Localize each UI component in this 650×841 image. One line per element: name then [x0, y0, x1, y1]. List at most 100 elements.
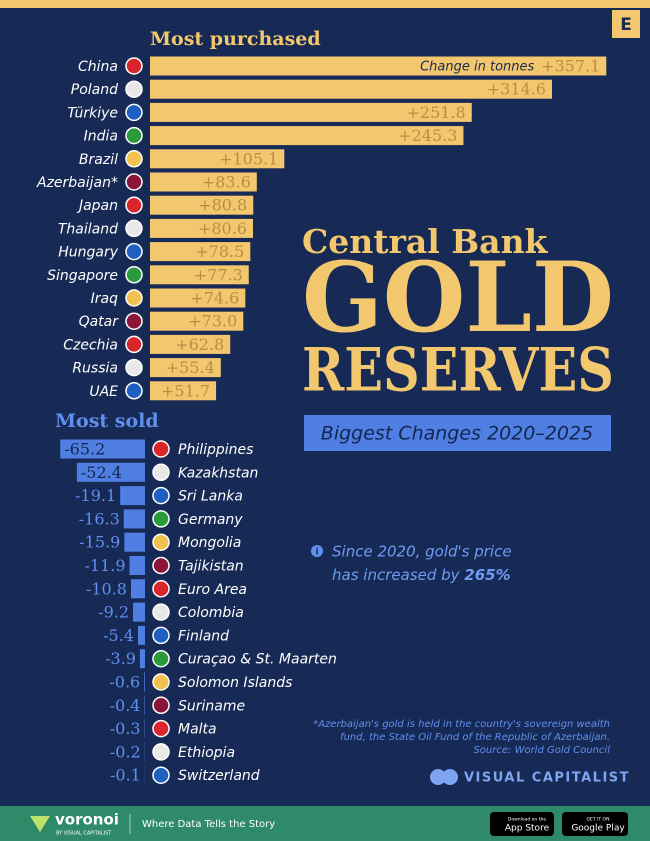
bar: [150, 149, 285, 169]
category-label: Ethiopia: [178, 745, 235, 761]
value-label: -5.4: [103, 626, 134, 645]
bar: [60, 439, 145, 459]
value-label: +245.3: [398, 126, 457, 145]
value-label: +74.6: [190, 289, 239, 308]
google-play-button[interactable]: [562, 812, 628, 836]
app-store: App Store: [505, 824, 550, 834]
footnote: *Azerbaijan's gold is held in the countr…: [313, 719, 610, 730]
value-label: +80.8: [198, 196, 247, 215]
value-label: +251.8: [407, 103, 466, 122]
app-store-button[interactable]: [490, 812, 554, 836]
brand-logo: [430, 769, 458, 785]
flag: [152, 510, 170, 528]
bar: [137, 625, 145, 645]
flag: [125, 312, 143, 330]
flag: [152, 603, 170, 621]
brand: VISUAL CAPITALIST: [464, 771, 630, 786]
footnote: fund, the State Oil Fund of the Republic…: [340, 732, 610, 743]
bar: [150, 242, 251, 262]
bar: [150, 126, 464, 146]
subtitle-box: [304, 415, 611, 451]
flag: [125, 289, 143, 307]
bar: [129, 556, 145, 575]
flag: [152, 649, 170, 668]
flag: [152, 580, 170, 598]
bar: [150, 311, 244, 331]
flag: [152, 463, 170, 482]
top-strip: [0, 0, 650, 8]
value-label: -0.2: [110, 742, 141, 761]
category-label: Solomon Islands: [178, 675, 292, 691]
bar: [133, 602, 145, 622]
value-label: +73.0: [188, 312, 237, 331]
bar: [120, 486, 145, 506]
value-label: +77.3: [194, 265, 243, 284]
flag: [152, 743, 170, 761]
category-label: Tajikistan: [178, 559, 244, 575]
flag: [125, 126, 143, 145]
source: Source: World Gold Council: [473, 745, 610, 756]
value-label: +55.4: [166, 358, 215, 377]
flag: [125, 382, 143, 400]
value-label: +80.6: [198, 219, 247, 238]
value-label: -19.1: [75, 486, 116, 505]
bar: [124, 532, 145, 552]
value-label: +51.7: [161, 381, 210, 400]
flag: [152, 626, 170, 645]
bar: [150, 334, 231, 354]
google-small: GET IT ON: [587, 817, 610, 823]
bar: [150, 195, 254, 215]
note-line: has increased by 265%: [332, 566, 511, 584]
value-label: -10.8: [86, 579, 127, 598]
note-text: has increased by: [332, 566, 464, 584]
bar: [150, 381, 217, 401]
flag: [125, 80, 143, 98]
google-play: Google Play: [571, 824, 625, 834]
flag: [125, 219, 143, 238]
flag: [125, 103, 143, 122]
value-label: -15.9: [79, 533, 120, 552]
flag: [152, 673, 170, 691]
category-label: Czechia: [63, 337, 118, 353]
category-label: India: [84, 129, 118, 145]
category-label: Azerbaijan*: [36, 175, 118, 191]
category-label: Poland: [71, 82, 118, 98]
value-label: +357.1: [541, 57, 600, 76]
category-label: Singapore: [47, 268, 118, 284]
bar: [150, 56, 607, 76]
category-label: Mongolia: [178, 535, 241, 551]
value-label: -65.2: [64, 440, 105, 459]
flag: [125, 242, 143, 261]
value-label: -11.9: [84, 556, 125, 575]
subtitle: Biggest Changes 2020–2025: [321, 423, 593, 445]
bar: [130, 579, 145, 599]
flag: [152, 486, 170, 505]
bar: [150, 265, 249, 285]
value-label: -9.2: [98, 603, 129, 622]
note-line: Since 2020, gold's price: [332, 543, 512, 561]
category-label: Türkiye: [67, 105, 118, 121]
value-label: -0.4: [110, 696, 141, 715]
kicker: Central Bank: [302, 222, 549, 261]
bar: [139, 649, 145, 669]
category-label: Sri Lanka: [178, 489, 243, 505]
footer-tagline: Where Data Tells the Story: [142, 819, 275, 830]
category-label: Switzerland: [178, 768, 260, 784]
flag: [125, 335, 143, 354]
footer-logo-sub: BY VISUAL CAPITALIST: [56, 831, 112, 837]
sold-title: Most sold: [55, 410, 159, 432]
badge: E: [620, 15, 632, 35]
category-label: Philippines: [178, 442, 253, 458]
flag: [125, 266, 143, 284]
bar: [150, 172, 257, 192]
bar: [123, 509, 145, 529]
flag: [125, 57, 143, 75]
value-label: -0.1: [110, 766, 141, 785]
category-label: Hungary: [58, 245, 118, 261]
flag: [152, 696, 170, 715]
category-label: Iraq: [91, 291, 118, 307]
flag: [125, 196, 143, 214]
value-label: -16.3: [79, 509, 120, 528]
info-icon-glyph: i: [315, 548, 318, 558]
